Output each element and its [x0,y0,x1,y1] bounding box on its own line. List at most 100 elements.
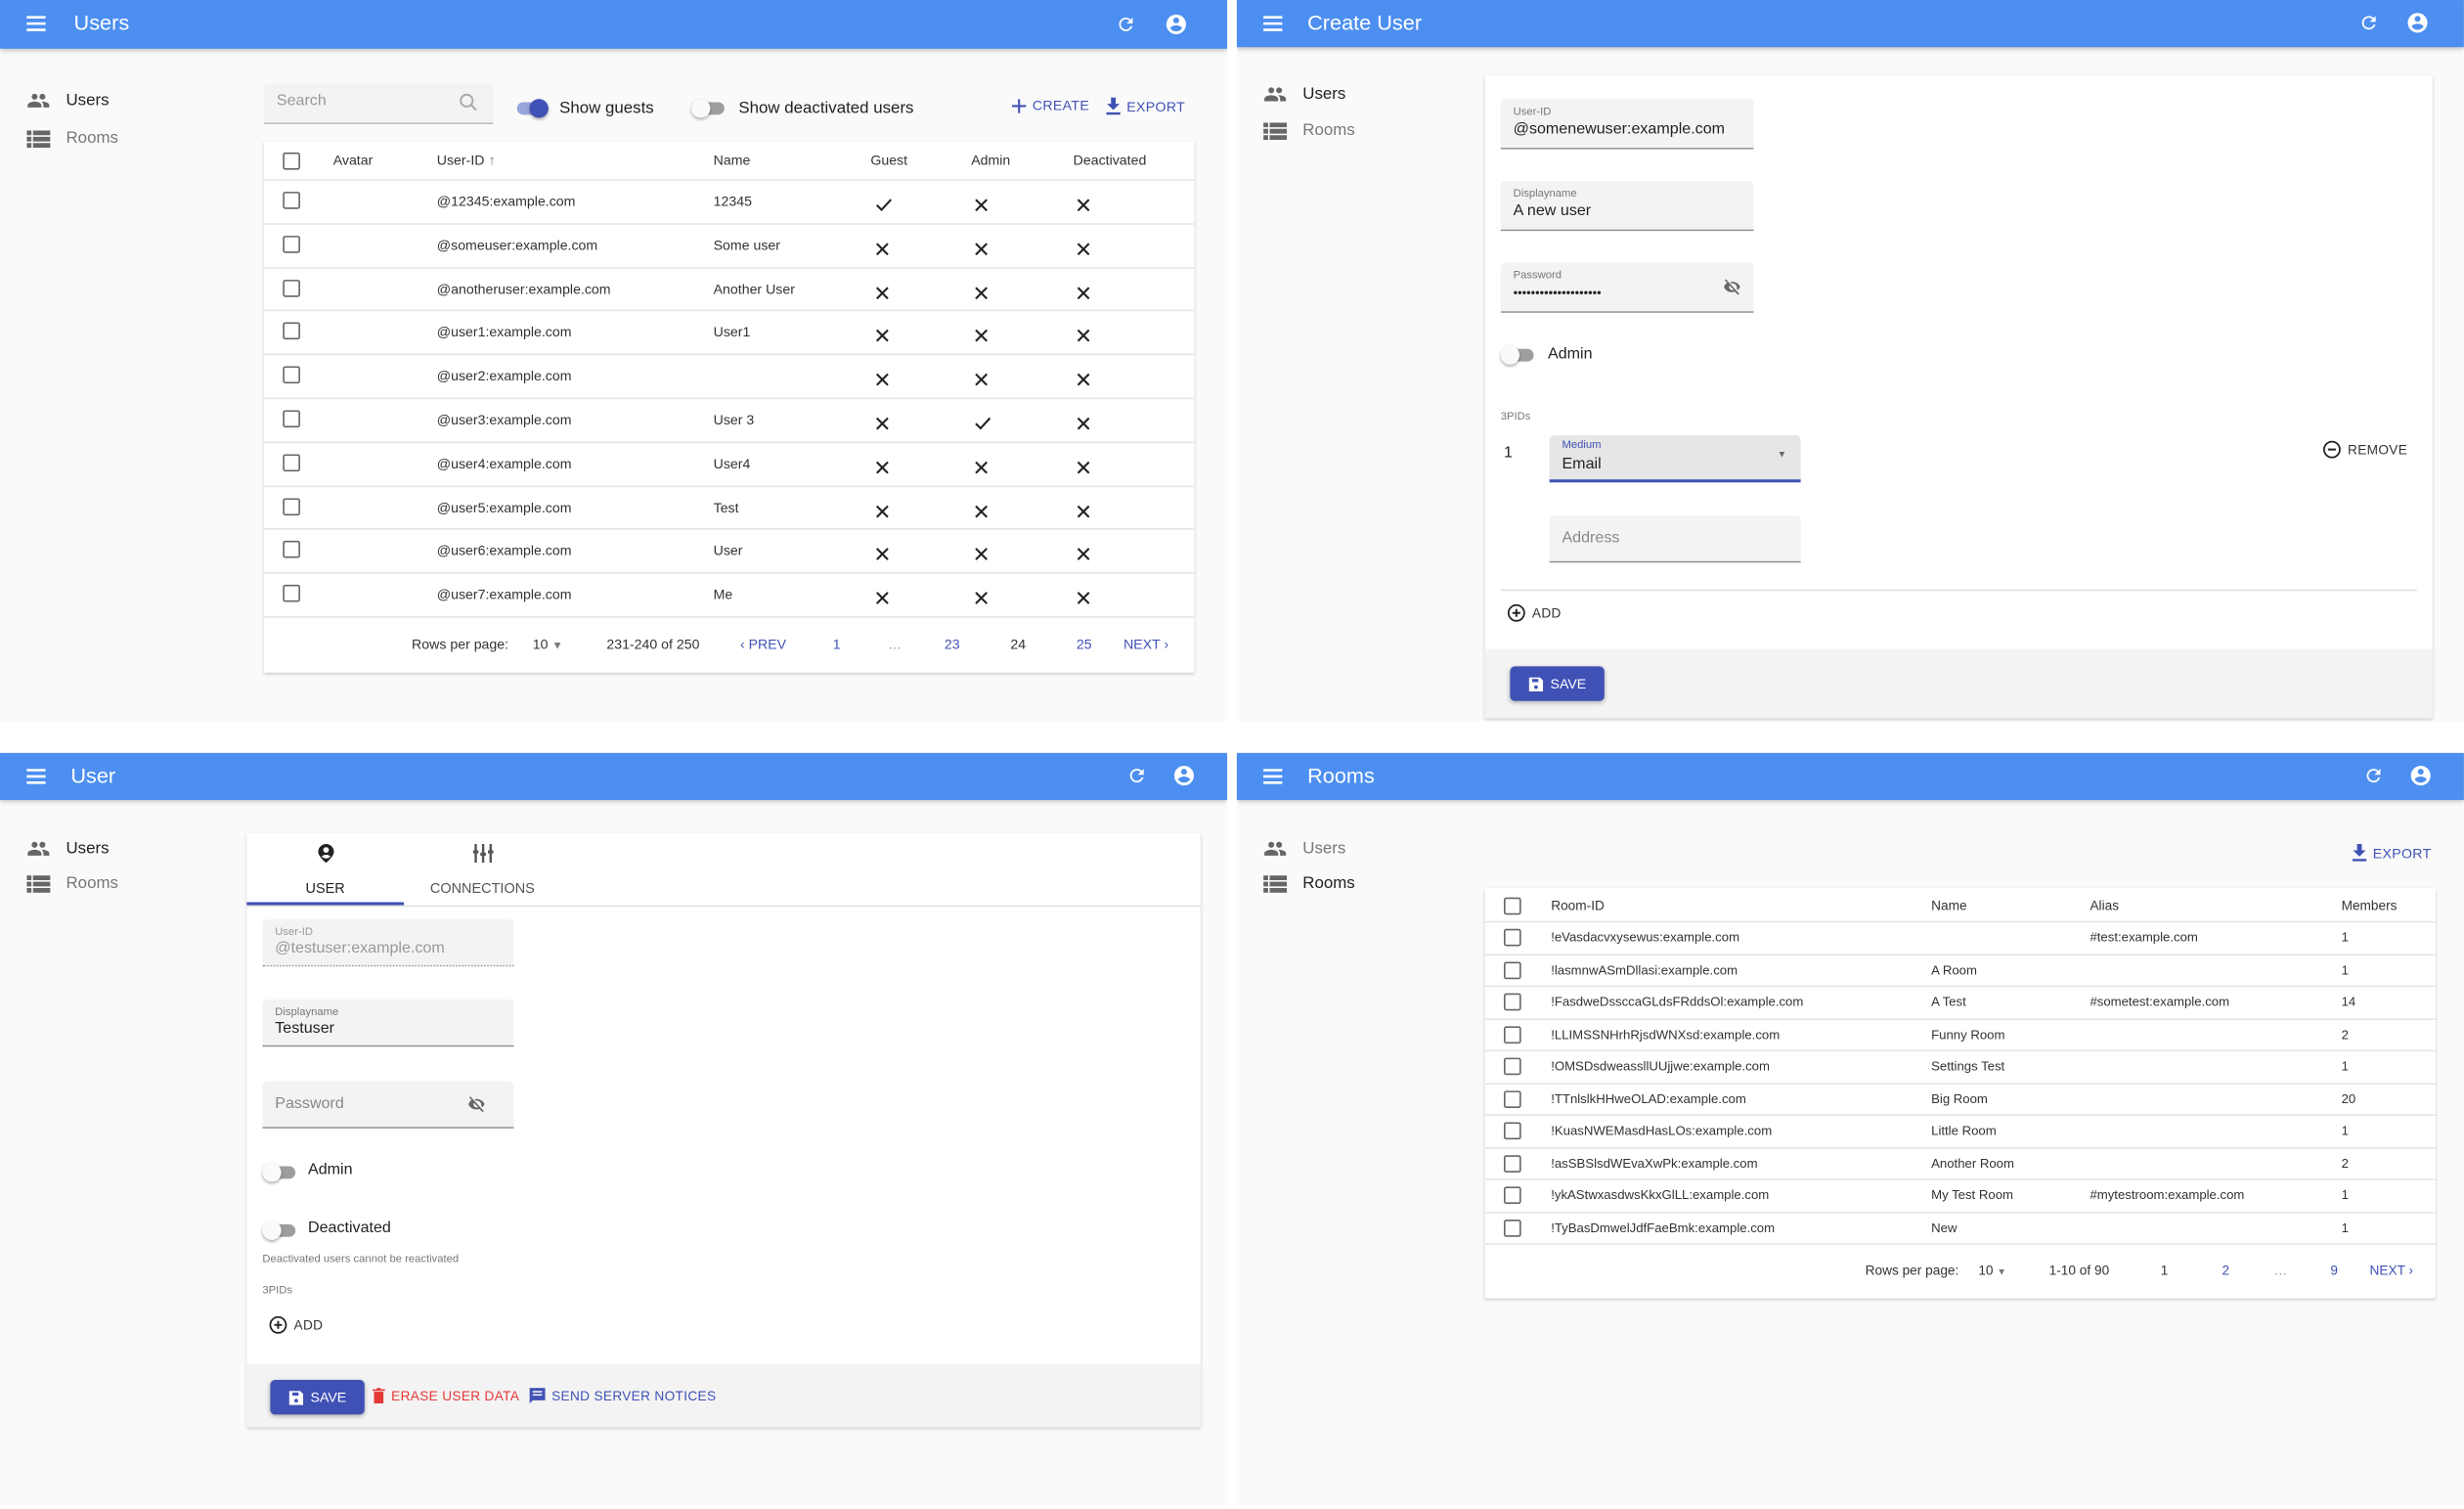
page-9[interactable]: 9 [2330,1262,2338,1278]
table-row[interactable]: !ykAStwxasdwsKkxGlLL:example.com My Test … [1485,1178,2436,1210]
export-button[interactable]: EXPORT [1106,97,1185,115]
column-deactivated[interactable]: Deactivated [1073,152,1147,168]
displayname-field[interactable]: Displayname Testuser [262,999,514,1047]
row-checkbox[interactable] [283,279,300,297]
row-checkbox[interactable] [283,323,300,340]
row-checkbox[interactable] [1503,1122,1521,1140]
medium-select[interactable]: Medium Email ▼ [1549,435,1801,483]
erase-user-data-button[interactable]: ERASE USER DATA [372,1388,519,1404]
table-row[interactable]: !KuasNWEMasdHasLOs:example.com Little Roo… [1485,1114,2436,1145]
row-checkbox[interactable] [283,585,300,602]
send-server-notices-button[interactable]: SEND SERVER NOTICES [529,1388,717,1404]
prev-page-button[interactable]: ‹ PREV [740,637,786,652]
row-checkbox[interactable] [283,541,300,559]
sidebar-item-rooms[interactable]: Rooms [1263,121,1355,140]
export-button[interactable]: EXPORT [2352,844,2432,862]
refresh-icon[interactable] [2358,13,2379,33]
table-row[interactable]: @someuser:example.com Some user [264,223,1194,265]
row-checkbox[interactable] [283,235,300,253]
show-deactivated-toggle[interactable] [691,99,726,118]
row-checkbox[interactable] [283,454,300,471]
sidebar-item-users[interactable]: Users [1263,85,1345,104]
column-admin[interactable]: Admin [971,152,1011,168]
select-all-checkbox[interactable] [1503,897,1521,915]
refresh-icon[interactable] [1116,14,1136,34]
table-row[interactable]: @user7:example.com Me [264,572,1194,614]
save-button[interactable]: SAVE [270,1380,365,1415]
table-row[interactable]: !asSBSlsdWEvaXwPk:example.com Another Roo… [1485,1146,2436,1177]
table-row[interactable]: !FasdweDssccaGLdsFRddsOl:example.com A Te… [1485,986,2436,1017]
address-field[interactable]: Address [1549,515,1801,563]
rows-per-page-select[interactable]: 10 ▼ [533,637,563,652]
page-25[interactable]: 25 [1076,636,1092,652]
search-input[interactable]: Search [263,83,494,124]
menu-icon[interactable] [25,14,47,32]
sidebar-item-users[interactable]: Users [26,91,110,110]
menu-icon[interactable] [25,767,47,785]
row-checkbox[interactable] [1503,1154,1521,1173]
show-guests-toggle[interactable] [512,99,549,118]
admin-toggle[interactable] [262,1163,296,1182]
column-room-id[interactable]: Room-ID [1551,897,1605,913]
table-row[interactable]: @user6:example.com User [264,529,1194,571]
table-row[interactable]: @12345:example.com 12345 [264,179,1194,221]
refresh-icon[interactable] [1126,766,1147,786]
page-1[interactable]: 1 [832,636,841,652]
visibility-off-icon[interactable] [1722,277,1742,297]
table-row[interactable]: @user4:example.com User4 [264,441,1194,483]
create-button[interactable]: CREATE [1011,98,1089,113]
sidebar-item-rooms[interactable]: Rooms [26,874,118,893]
admin-toggle[interactable] [1500,345,1535,365]
column-guest[interactable]: Guest [870,152,908,168]
menu-icon[interactable] [1262,767,1284,785]
page-23[interactable]: 23 [944,636,960,652]
menu-icon[interactable] [1262,14,1284,32]
next-page-button[interactable]: NEXT › [1123,637,1168,652]
rows-per-page-select[interactable]: 10 ▼ [1978,1263,2006,1278]
column-name[interactable]: Name [1931,897,1967,913]
sidebar-item-users[interactable]: Users [26,839,110,858]
row-checkbox[interactable] [283,410,300,428]
table-row[interactable]: !lasmnwASmDllasi:example.com A Room 1 [1485,954,2436,985]
next-page-button[interactable]: NEXT › [2370,1263,2414,1278]
row-checkbox[interactable] [1503,993,1521,1011]
row-checkbox[interactable] [1503,928,1521,947]
row-checkbox[interactable] [1503,1057,1521,1076]
table-row[interactable]: @user5:example.com Test [264,485,1194,527]
deactivated-toggle[interactable] [262,1221,296,1241]
account-icon[interactable] [1165,13,1188,36]
tab-user[interactable]: USER [246,839,405,906]
page-2[interactable]: 2 [2222,1262,2230,1278]
row-checkbox[interactable] [283,366,300,384]
account-icon[interactable] [2409,764,2433,787]
column-name[interactable]: Name [713,152,751,168]
select-all-checkbox[interactable] [283,152,300,170]
row-checkbox[interactable] [283,192,300,209]
column-members[interactable]: Members [2341,897,2398,913]
password-field[interactable]: Password •••••••••••••••••••• [1500,262,1754,313]
table-row[interactable]: @user3:example.com User 3 [264,398,1194,440]
row-checkbox[interactable] [1503,1089,1521,1108]
displayname-field[interactable]: Displayname A new user [1500,180,1754,232]
table-row[interactable]: !TyBasDmwelJdfFaeBmk:example.com New 1 [1485,1211,2436,1242]
add-threepid-button[interactable]: ADD [1507,603,1562,622]
tab-connections[interactable]: CONNECTIONS [404,839,561,902]
column-alias[interactable]: Alias [2090,897,2120,913]
visibility-off-icon[interactable] [466,1094,487,1115]
table-row[interactable]: @user1:example.com User1 [264,310,1194,352]
password-field[interactable]: Password [262,1081,514,1129]
table-row[interactable]: !eVasdacvxysewus:example.com #test:exampl… [1485,921,2436,953]
sidebar-item-rooms[interactable]: Rooms [1263,874,1355,893]
row-checkbox[interactable] [1503,1025,1521,1043]
sidebar-item-rooms[interactable]: Rooms [26,129,118,148]
add-threepid-button[interactable]: ADD [269,1315,324,1334]
remove-threepid-button[interactable]: REMOVE [2322,440,2407,459]
user-id-field[interactable]: User-ID @somenewuser:example.com [1500,99,1754,150]
save-button[interactable]: SAVE [1510,666,1605,701]
refresh-icon[interactable] [2363,766,2384,786]
row-checkbox[interactable] [1503,1219,1521,1236]
table-row[interactable]: @user2:example.com [264,354,1194,396]
account-icon[interactable] [1172,764,1196,787]
column-user-id[interactable]: User-ID ↑ [437,153,496,168]
account-icon[interactable] [2405,11,2429,34]
